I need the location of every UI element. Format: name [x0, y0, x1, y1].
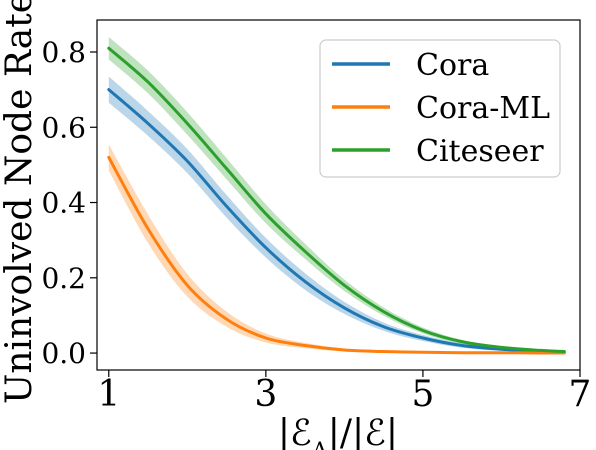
- x-tick-label: 5: [411, 374, 434, 415]
- y-tick-label: 0.4: [41, 187, 86, 220]
- legend: Cora Cora-ML Citeseer: [319, 39, 561, 178]
- y-tick-label: 0.6: [41, 111, 86, 144]
- band-cora: [108, 76, 565, 353]
- x-tick-label: 3: [254, 374, 277, 415]
- legend-label-citeseer: Citeseer: [416, 134, 544, 169]
- y-tick-label: 0.0: [41, 337, 86, 370]
- legend-box: [319, 39, 561, 178]
- series-line-citeseer: [107, 46, 566, 354]
- x-axis-label: |ℰA|/|ℰ|: [278, 413, 398, 450]
- x-tick-label: 7: [569, 374, 592, 415]
- legend-label-cora: Cora: [416, 48, 489, 83]
- x-label-part-a: |ℰ: [278, 413, 312, 450]
- x-label-part-b: |/|ℰ|: [328, 413, 398, 450]
- plot-frame: [96, 19, 581, 371]
- y-tick-label: 0.2: [41, 262, 86, 295]
- series-line-cora-ml: [107, 155, 566, 355]
- x-label-subscript: A: [311, 439, 329, 450]
- x-tick-label: 1: [97, 374, 120, 415]
- y-tick-label: 0.8: [41, 36, 86, 69]
- series-line-cora: [107, 88, 566, 354]
- legend-label-cora-ml: Cora-ML: [416, 91, 550, 126]
- y-axis-label: Uninvolved Node Rate: [0, 0, 40, 404]
